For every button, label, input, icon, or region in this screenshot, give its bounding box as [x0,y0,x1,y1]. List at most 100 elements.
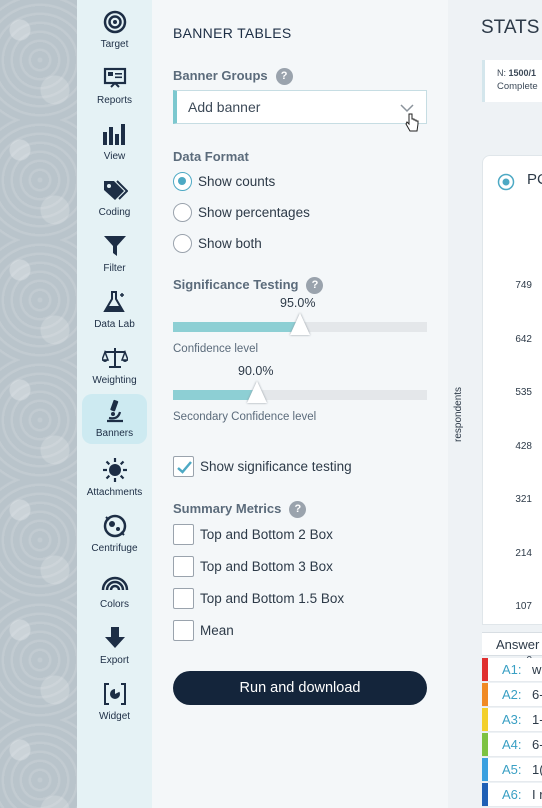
answer-color-bar [482,658,488,681]
answer-color-bar [482,758,488,781]
answer-row[interactable]: A5: 1( [482,758,542,782]
y-tick-label: 107 [515,601,532,612]
nav-reports[interactable]: Reports [82,61,147,113]
sun-icon [101,457,129,483]
nav-weighting[interactable]: Weighting [82,341,147,393]
microscope-icon [101,398,129,424]
answer-code: A3: [502,712,522,727]
show-significance-checkbox-row[interactable]: Show significance testing [173,455,352,477]
radio-show-both[interactable]: Show both [173,232,262,254]
secondary-confidence-caption: Secondary Confidence level [173,411,317,423]
chart-radio[interactable] [497,173,515,195]
y-tick-label: 321 [515,494,532,505]
answer-row[interactable]: A1: w [482,658,542,682]
summary-option-row[interactable]: Top and Bottom 1.5 Box [173,587,344,609]
nav-view[interactable]: View [82,117,147,169]
banner-groups-select[interactable]: Add banner [173,90,427,124]
radio-button[interactable] [173,171,192,191]
answer-code: A1: [502,662,522,677]
show-significance-checkbox[interactable] [173,455,194,477]
nav-attachments[interactable]: Attachments [82,453,147,505]
nav-label: Widget [98,711,131,722]
nav-export[interactable]: Export [82,621,147,673]
flask-icon [101,289,129,315]
stats-card-n: N: 1500/1 [497,68,536,78]
stats-title: STATS [481,17,540,38]
radio-show-counts[interactable]: Show counts [173,170,275,192]
radio-button[interactable] [173,233,192,253]
checkbox[interactable] [173,619,194,641]
banner-groups-label: Banner Groups [173,68,268,83]
reports-icon [101,65,129,91]
bar-chart-icon [101,121,129,147]
answers-header-label: Answer [496,637,540,652]
confidence-slider[interactable] [173,313,427,335]
nav-label: Banners [95,428,134,439]
nav-coding[interactable]: Coding [82,173,147,225]
nav-banners[interactable]: Banners [82,394,147,444]
checkbox-label: Top and Bottom 3 Box [200,558,333,574]
radio-button[interactable] [173,202,192,222]
n-prefix: N: [497,68,509,78]
checkbox[interactable] [173,523,194,545]
widget-icon [101,681,129,707]
nav-label: Export [100,655,129,666]
nav-widget[interactable]: Widget [82,677,147,729]
stats-content: STATS N: 1500/1 Complete PC respondents … [448,0,542,808]
answer-row[interactable]: A4: 6- [482,733,542,757]
answer-text: 6- [532,737,542,752]
stats-card: N: 1500/1 Complete [482,60,542,102]
secondary-confidence-slider[interactable] [173,381,427,403]
y-tick-label: 642 [515,334,532,345]
decorative-pattern [0,0,77,808]
nav-colors[interactable]: Colors [82,565,147,617]
nav-label: Data Lab [94,319,135,330]
banner-groups-heading: Banner Groups? [173,68,293,86]
run-and-download-button[interactable]: Run and download [173,671,427,705]
nav-filter[interactable]: Filter [82,229,147,281]
nav-label: Target [100,39,129,50]
slider-fill [173,322,300,332]
answer-text: I r [532,787,542,802]
radio-label: Show both [198,235,262,251]
answer-row[interactable]: A2: 6- [482,683,542,707]
nav-centrifuge[interactable]: Centrifuge [82,509,147,561]
summary-option-row[interactable]: Mean [173,619,234,641]
summary-metrics-label: Summary Metrics [173,501,282,516]
help-icon[interactable]: ? [306,277,324,295]
answer-text: 1( [532,762,542,777]
centrifuge-icon [101,513,129,539]
y-axis-title: respondents [453,386,464,442]
select-value: Add banner [188,99,261,115]
nav-target[interactable]: Target [82,5,147,57]
data-format-heading: Data Format [173,149,249,164]
nav-data-lab[interactable]: Data Lab [82,285,147,337]
radio-label: Show counts [198,173,276,189]
filter-icon [101,233,129,259]
checkbox-label: Mean [200,622,234,638]
answer-text: 6- [532,687,542,702]
stats-card-status: Complete [497,81,538,92]
answer-code: A5: [502,762,522,777]
answer-row[interactable]: A3: 1- [482,708,542,732]
answer-code: A4: [502,737,522,752]
checkbox[interactable] [173,587,194,609]
y-tick-label: 749 [515,280,532,291]
radio-show-percentages[interactable]: Show percentages [173,201,310,223]
panel-title: BANNER TABLES [173,25,292,41]
scales-icon [101,345,129,371]
secondary-confidence-value: 90.0% [238,364,274,378]
summary-option-row[interactable]: Top and Bottom 3 Box [173,555,333,577]
slider-thumb[interactable] [290,313,310,335]
checkbox[interactable] [173,555,194,577]
help-icon[interactable]: ? [289,501,307,519]
help-icon[interactable]: ? [275,68,293,86]
slider-thumb[interactable] [247,381,267,403]
icon-sidebar: Target Reports View Coding Filter Data L… [77,0,152,808]
summary-option-row[interactable]: Top and Bottom 2 Box [173,523,333,545]
answer-row[interactable]: A6: I r [482,783,542,807]
chart-header: PC [527,171,542,188]
nav-label: Reports [96,95,132,106]
nav-label: View [103,151,126,162]
answer-color-bar [482,783,488,806]
